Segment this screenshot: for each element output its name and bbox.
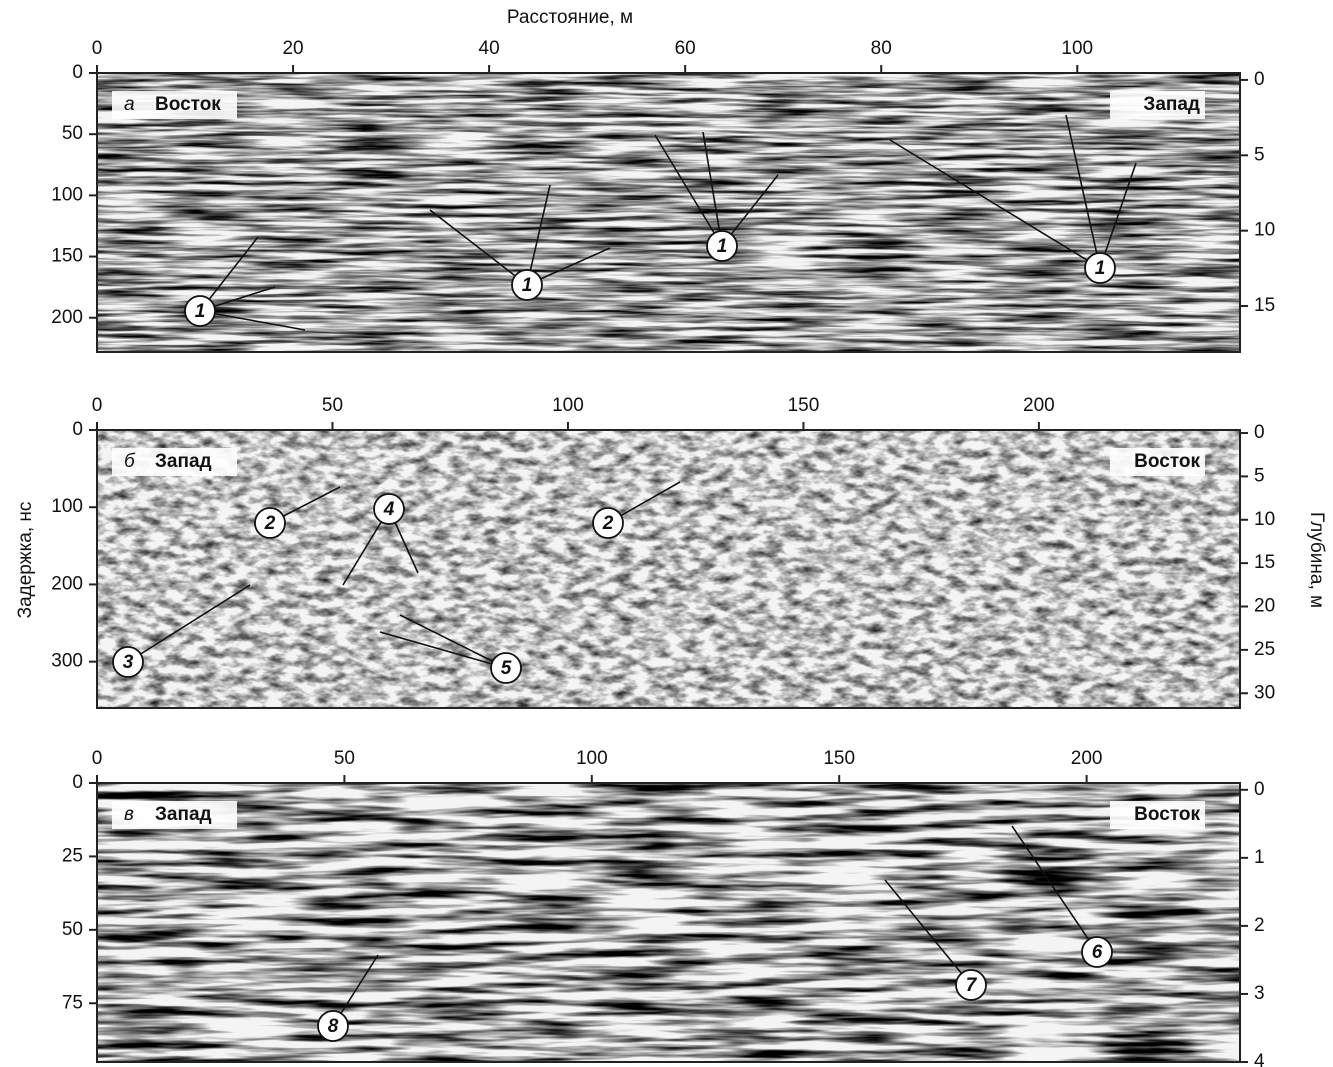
x-tick-label: 50 (322, 395, 343, 416)
callout-label: 1 (522, 275, 533, 296)
x-tick-label: 40 (479, 38, 500, 59)
x-tick-label: 60 (675, 38, 696, 59)
y2-tick-label: 20 (1254, 596, 1275, 617)
callout-label: 1 (1095, 258, 1106, 279)
x-tick-label: 0 (92, 395, 103, 416)
y2-axis-title: Глубина, м (1306, 512, 1327, 608)
x-tick-label: 150 (788, 395, 820, 416)
right-direction: Запад (1143, 94, 1200, 115)
y-axis-title: Задержка, нс (15, 502, 36, 619)
callout-label: 5 (501, 658, 512, 679)
y-tick-label: 75 (62, 992, 83, 1013)
y2-tick-label: 10 (1254, 509, 1275, 530)
y2-tick-label: 0 (1254, 779, 1265, 800)
x-tick-label: 100 (576, 748, 608, 769)
y2-tick-label: 0 (1254, 69, 1265, 90)
y-tick-label: 200 (51, 573, 83, 594)
figure: Расстояние, м Задержка, нс Глубина, м 0 2… (0, 0, 1333, 1067)
y2-tick-label: 3 (1254, 983, 1265, 1004)
x-tick-label: 100 (1061, 38, 1093, 59)
x-tick-label: 150 (823, 748, 855, 769)
callout-label: 1 (195, 301, 206, 322)
y2-tick-label: 0 (1254, 422, 1265, 443)
right-direction: Восток (1134, 451, 1200, 472)
y-tick-label: 0 (72, 62, 83, 83)
y2-tick-label: 5 (1254, 144, 1265, 165)
left-direction: Запад (155, 451, 212, 472)
y-tick-label: 300 (51, 651, 83, 672)
y-tick-label: 25 (62, 845, 83, 866)
y2-tick-label: 2 (1254, 915, 1265, 936)
callout-label: 8 (328, 1016, 339, 1037)
x-axis-title: Расстояние, м (507, 7, 633, 28)
y-tick-label: 150 (51, 246, 83, 267)
callout-label: 4 (383, 499, 395, 520)
panel-letter: в (124, 804, 134, 825)
x-tick-label: 200 (1023, 395, 1055, 416)
y2-tick-label: 4 (1254, 1051, 1265, 1067)
radargram (97, 430, 1240, 708)
left-direction: Восток (155, 94, 221, 115)
x-tick-label: 0 (92, 38, 103, 59)
callout-label: 3 (123, 652, 134, 673)
y-tick-label: 100 (51, 184, 83, 205)
x-tick-label: 50 (334, 748, 355, 769)
x-tick-label: 0 (92, 748, 103, 769)
y2-tick-label: 15 (1254, 295, 1275, 316)
y2-tick-label: 15 (1254, 552, 1275, 573)
x-tick-label: 100 (552, 395, 584, 416)
y-tick-label: 200 (51, 307, 83, 328)
y-tick-label: 0 (72, 419, 83, 440)
y-tick-label: 50 (62, 919, 83, 940)
y2-tick-label: 25 (1254, 639, 1275, 660)
panel-letter: б (124, 451, 136, 472)
x-tick-label: 20 (282, 38, 303, 59)
y2-tick-label: 10 (1254, 220, 1275, 241)
callout-label: 6 (1092, 942, 1103, 963)
y2-tick-label: 5 (1254, 465, 1265, 486)
y2-tick-label: 30 (1254, 682, 1275, 703)
callout-label: 1 (717, 236, 728, 257)
callout-label: 7 (966, 975, 978, 996)
radargram (97, 73, 1240, 352)
panel-letter: а (124, 94, 135, 115)
radargram (97, 783, 1240, 1062)
y-tick-label: 50 (62, 123, 83, 144)
y-tick-label: 100 (51, 496, 83, 517)
left-direction: Запад (155, 804, 212, 825)
callout-label: 2 (264, 513, 276, 534)
x-tick-label: 200 (1071, 748, 1103, 769)
y2-tick-label: 1 (1254, 847, 1265, 868)
right-direction: Восток (1134, 804, 1200, 825)
y-tick-label: 0 (72, 772, 83, 793)
callout-label: 2 (602, 513, 614, 534)
x-tick-label: 80 (871, 38, 892, 59)
